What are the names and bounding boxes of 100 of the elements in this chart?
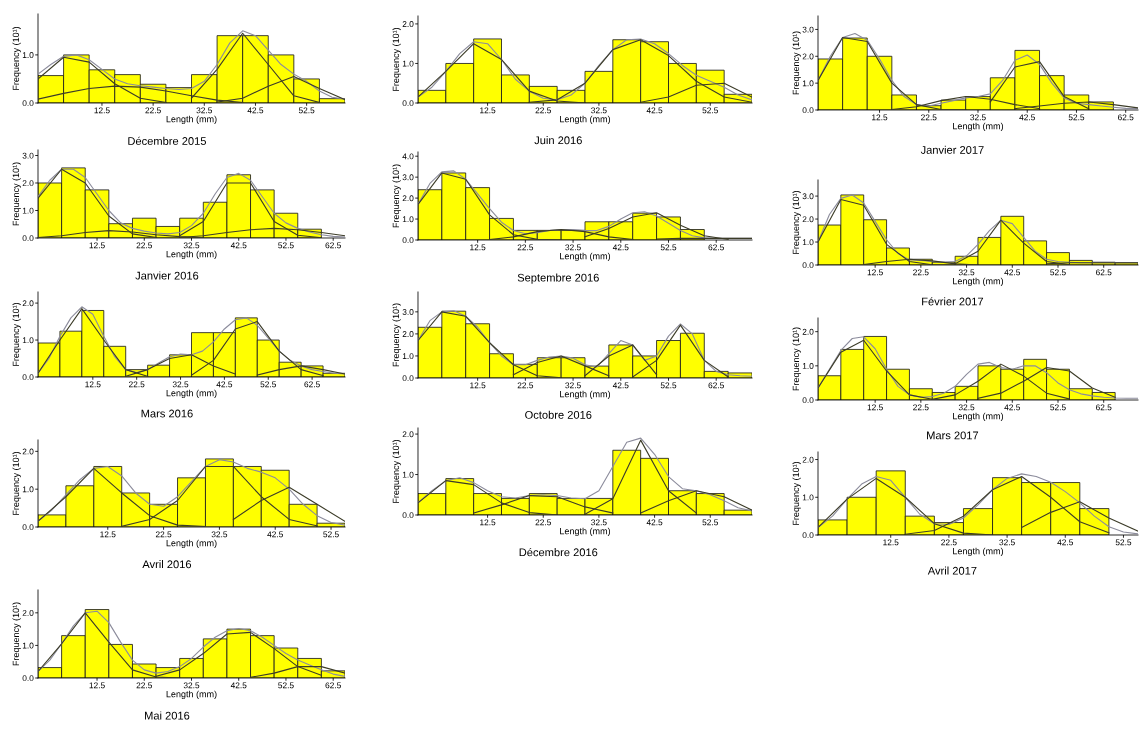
y-axis-title: Frequency (10¹) bbox=[12, 162, 21, 226]
y-tick-label: 1.0 bbox=[22, 52, 34, 58]
text: Mai 2016 bbox=[145, 711, 190, 720]
y-axis-title: Frequency (10¹) bbox=[792, 461, 801, 525]
x-tick-label: 32.5 bbox=[958, 269, 975, 276]
x-tick-label: 42.5 bbox=[1004, 269, 1021, 276]
y-axis-title: Frequency (10¹) bbox=[792, 327, 801, 391]
y-tick-label: 1.0 bbox=[22, 207, 34, 214]
y-tick-label: 0.0 bbox=[22, 100, 34, 107]
y-tick-label: 0.0 bbox=[402, 237, 414, 244]
y-tick-label: 1.0 bbox=[802, 239, 814, 246]
x-tick-label: 12.5 bbox=[867, 269, 883, 276]
x-tick-label: 12.5 bbox=[89, 682, 105, 689]
x-tick-label: 52.5 bbox=[702, 107, 719, 114]
x-tick-label: 32.5 bbox=[211, 531, 228, 538]
x-tick-label: 52.5 bbox=[1050, 269, 1066, 276]
x-tick-label: 12.5 bbox=[867, 404, 883, 411]
y-axis-title: Frequency (10¹) bbox=[12, 602, 21, 666]
y-tick-label: 2.0 bbox=[402, 331, 414, 337]
y-tick-label: 2.0 bbox=[22, 300, 34, 307]
y-axis-title: Frequency (10¹) bbox=[392, 27, 401, 91]
x-axis-title: Length (mm) bbox=[560, 390, 611, 400]
x-tick-label: 42.5 bbox=[646, 107, 663, 114]
y-tick-label: 0.0 bbox=[22, 374, 34, 381]
text: Janvier 2017 bbox=[920, 145, 984, 154]
y-tick-label: 2.0 bbox=[802, 216, 814, 223]
y-tick-label: 2.0 bbox=[802, 328, 814, 335]
y-tick-label: 0.0 bbox=[402, 512, 414, 519]
x-tick-label: 22.5 bbox=[155, 531, 172, 538]
text: Septembre 2016 bbox=[517, 273, 599, 284]
text: Avril 2017 bbox=[927, 566, 977, 575]
y-tick-label: 3.0 bbox=[402, 309, 414, 315]
x-tick-label: 42.5 bbox=[230, 682, 247, 689]
x-tick-label: 52.5 bbox=[702, 519, 719, 526]
text: Mars 2016 bbox=[141, 409, 193, 418]
y-tick-label: 2.0 bbox=[22, 180, 34, 187]
x-tick-label: 32.5 bbox=[591, 519, 607, 526]
x-tick-label: 22.5 bbox=[145, 107, 161, 114]
x-tick-label: 32.5 bbox=[565, 244, 581, 251]
y-tick-label: 1.0 bbox=[22, 642, 34, 649]
x-tick-label: 62.5 bbox=[325, 242, 341, 249]
x-tick-label: 62.5 bbox=[708, 382, 724, 389]
text: Décembre 2015 bbox=[128, 136, 207, 145]
x-tick-label: 22.5 bbox=[128, 381, 145, 388]
y-tick-label: 2.0 bbox=[22, 610, 34, 616]
y-tick-label: 1.0 bbox=[802, 494, 814, 501]
x-tick-label: 52.5 bbox=[278, 242, 294, 249]
x-tick-label: 12.5 bbox=[872, 114, 888, 121]
x-axis-title: Length (mm) bbox=[560, 252, 611, 262]
text: Avril 2016 bbox=[142, 560, 192, 569]
x-axis-title: Length (mm) bbox=[166, 539, 217, 549]
y-tick-label: 2.0 bbox=[402, 431, 414, 438]
y-tick-label: 2.0 bbox=[802, 53, 814, 60]
x-tick-label: 52.5 bbox=[298, 107, 315, 114]
y-tick-label: 2.0 bbox=[402, 21, 414, 28]
x-tick-label: 42.5 bbox=[1019, 114, 1035, 121]
x-tick-label: 12.5 bbox=[470, 244, 486, 251]
x-axis-title: Length (mm) bbox=[953, 412, 1004, 422]
text: Décembre 2016 bbox=[519, 547, 598, 557]
y-tick-label: 2.0 bbox=[802, 456, 814, 463]
x-tick-label: 12.5 bbox=[883, 539, 899, 546]
x-axis-title: Length (mm) bbox=[953, 122, 1004, 132]
y-axis-title: Frequency (10¹) bbox=[12, 302, 21, 366]
y-tick-label: 1.0 bbox=[402, 353, 414, 360]
x-tick-label: 22.5 bbox=[941, 539, 957, 546]
x-tick-label: 52.5 bbox=[660, 244, 677, 251]
y-tick-label: 3.0 bbox=[402, 174, 414, 181]
y-tick-label: 2.0 bbox=[402, 195, 414, 202]
y-axis-title: Frequency (10¹) bbox=[392, 303, 401, 367]
y-tick-label: 0.0 bbox=[802, 532, 814, 539]
x-tick-label: 22.5 bbox=[136, 682, 153, 689]
x-axis-title: Length (mm) bbox=[953, 277, 1004, 287]
x-tick-label: 32.5 bbox=[999, 539, 1015, 546]
x-axis-title: Length (mm) bbox=[166, 690, 217, 700]
x-tick-label: 62.5 bbox=[304, 381, 320, 388]
x-tick-label: 32.5 bbox=[970, 114, 986, 121]
text: Octobre 2016 bbox=[525, 410, 592, 419]
x-tick-label: 42.5 bbox=[247, 107, 264, 114]
x-tick-label: 22.5 bbox=[535, 519, 552, 526]
y-tick-label: 0.0 bbox=[802, 262, 814, 269]
x-tick-label: 52.5 bbox=[260, 381, 277, 388]
y-axis-title: Frequency (10¹) bbox=[12, 451, 21, 515]
x-tick-label: 22.5 bbox=[535, 107, 552, 114]
y-tick-label: 4.0 bbox=[402, 153, 414, 160]
x-tick-label: 42.5 bbox=[230, 242, 247, 249]
text: Mars 2017 bbox=[927, 431, 979, 440]
x-tick-label: 52.5 bbox=[323, 531, 339, 538]
x-tick-label: 12.5 bbox=[94, 107, 110, 114]
x-axis-title: Length (mm) bbox=[166, 250, 217, 260]
y-tick-label: 2.0 bbox=[22, 448, 34, 455]
y-tick-label: 1.0 bbox=[22, 337, 34, 344]
x-tick-label: 32.5 bbox=[591, 107, 607, 114]
y-tick-label: 3.0 bbox=[802, 26, 814, 33]
y-tick-label: 0.0 bbox=[22, 235, 34, 242]
x-tick-label: 42.5 bbox=[612, 382, 629, 389]
x-tick-label: 42.5 bbox=[216, 381, 233, 388]
x-tick-label: 22.5 bbox=[517, 244, 534, 251]
x-axis-title: Length (mm) bbox=[953, 547, 1004, 557]
y-tick-label: 0.0 bbox=[802, 107, 814, 114]
y-axis-title: Frequency (10¹) bbox=[792, 31, 801, 95]
